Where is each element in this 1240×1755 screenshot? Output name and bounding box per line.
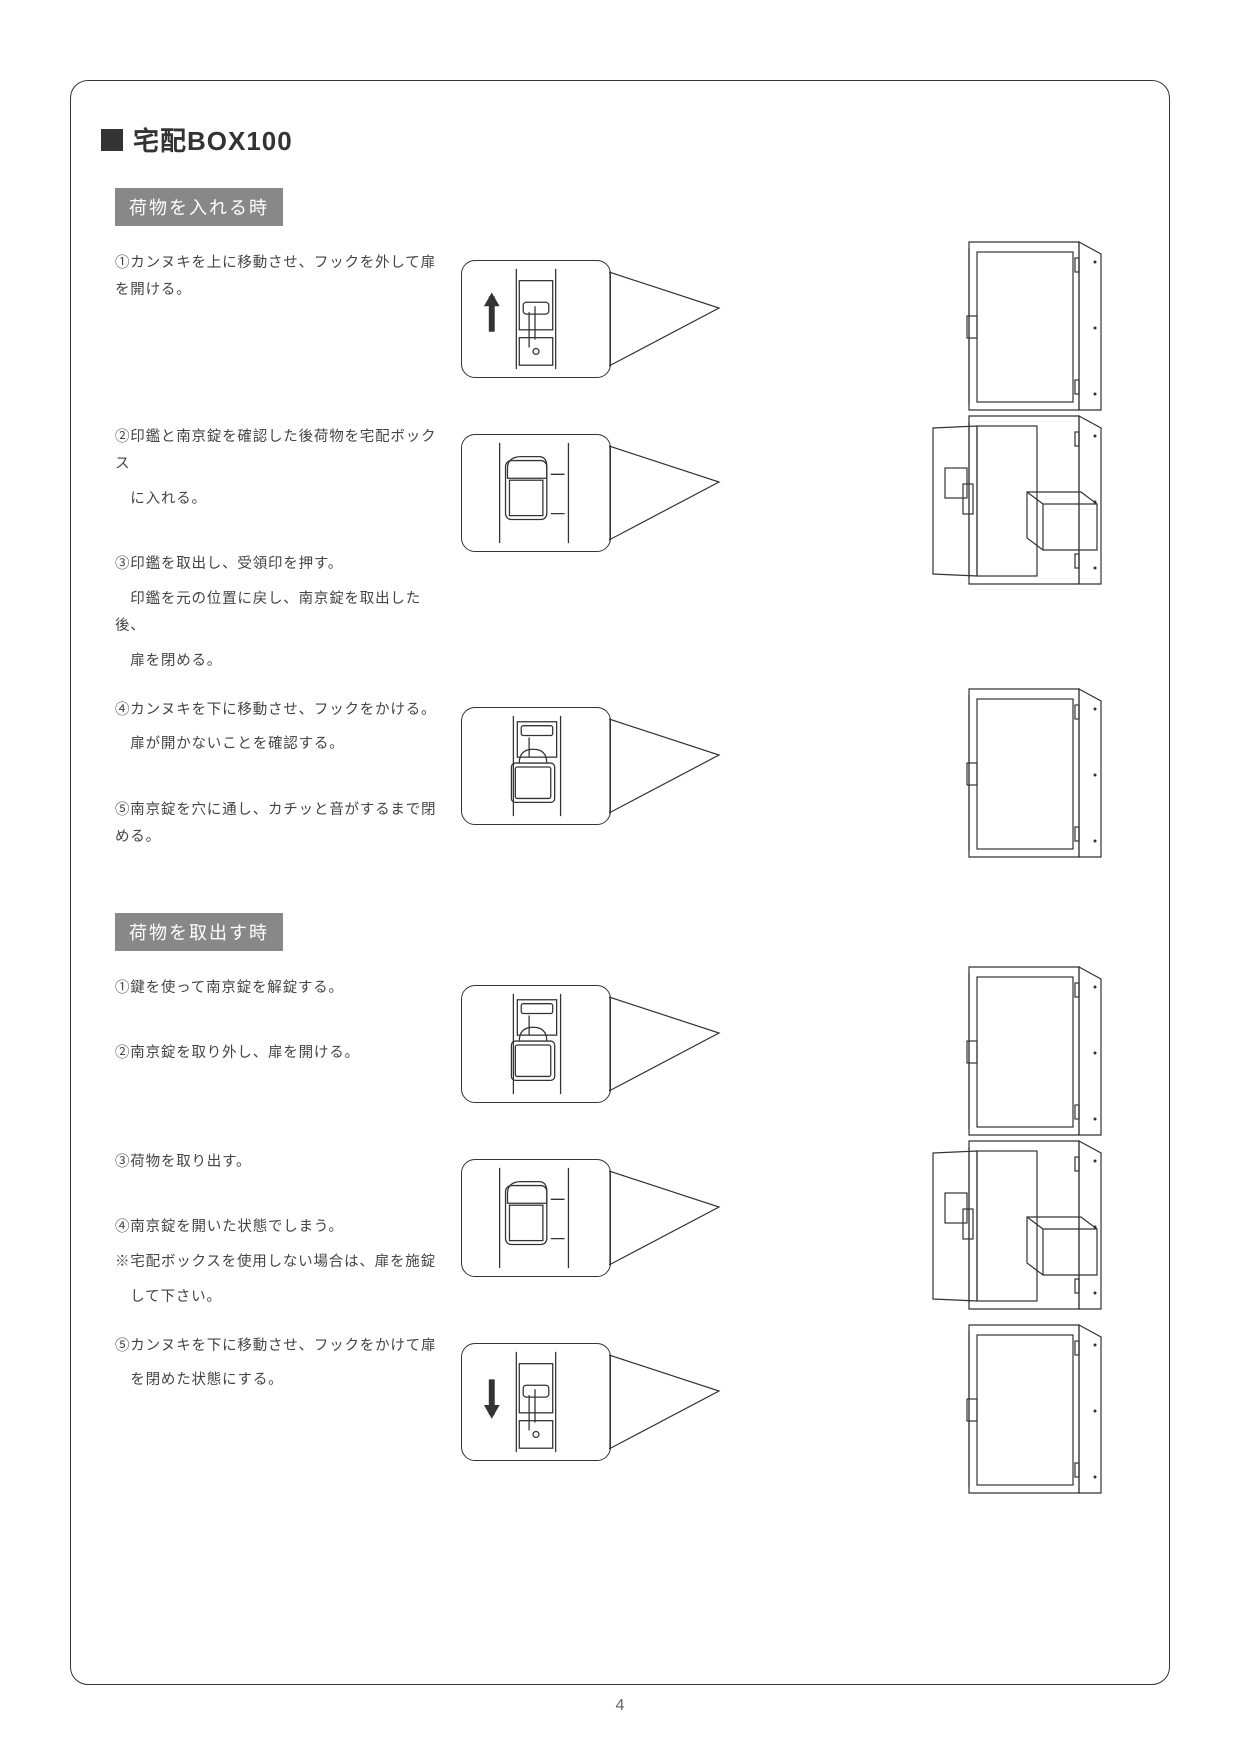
step-row: ③荷物を取り出す。 ④南京錠を開いた状態でしまう。 ※宅配ボックスを使用しない場合… [101,1149,1139,1319]
step-line: ④カンヌキを下に移動させ、フックをかける。 [115,697,441,724]
step-row: ②印鑑と南京錠を確認した後荷物を宅配ボックス に入れる。 ③印鑑を取出し、受領印… [101,424,1139,683]
sections-container: 荷物を入れる時 ①カンヌキを上に移動させ、フックを外して扉を開ける。 ②印鑑と南京… [101,178,1139,1493]
step-row: ⑤カンヌキを下に移動させ、フックをかけて扉 を閉めた状態にする。 [101,1333,1139,1493]
illustration-area [441,697,1139,857]
illustration-area [441,975,1139,1135]
step-line: ③荷物を取り出す。 [115,1149,441,1176]
callout-line [609,985,729,1103]
step-line: ②印鑑と南京錠を確認した後荷物を宅配ボックス [115,424,441,478]
step-text: ①鍵を使って南京錠を解錠する。 ②南京錠を取り外し、扉を開ける。 [101,975,441,1075]
illustration-area [441,424,1139,584]
step-line: ※宅配ボックスを使用しない場合は、扉を施錠 [115,1249,441,1276]
step-text: ②印鑑と南京錠を確認した後荷物を宅配ボックス に入れる。 ③印鑑を取出し、受領印… [101,424,441,683]
step-row: ①カンヌキを上に移動させ、フックを外して扉を開ける。 [101,250,1139,410]
box-illustration [929,1139,1119,1314]
box-illustration [929,965,1119,1140]
closeup-illustration [461,1343,611,1461]
callout-line [609,1159,729,1277]
step-line: 扉を閉める。 [115,648,441,675]
callout-line [609,1343,729,1461]
step-line: ⑤カンヌキを下に移動させ、フックをかけて扉 [115,1333,441,1360]
callout-line [609,260,729,378]
step-line [115,1009,441,1036]
callout-line [609,707,729,825]
step-line: 扉が開かないことを確認する。 [115,731,441,758]
step-line: ①鍵を使って南京錠を解錠する。 [115,975,441,1002]
step-line: して下さい。 [115,1284,441,1311]
closeup-illustration [461,434,611,552]
page-number: 4 [0,1697,1240,1715]
step-line: ②南京錠を取り外し、扉を開ける。 [115,1040,441,1067]
step-text: ①カンヌキを上に移動させ、フックを外して扉を開ける。 [101,250,441,312]
step-line [115,1183,441,1210]
step-line [115,766,441,793]
section-header: 荷物を入れる時 [115,188,283,226]
step-text: ③荷物を取り出す。 ④南京錠を開いた状態でしまう。 ※宅配ボックスを使用しない場合… [101,1149,441,1319]
illustration-area [441,250,1139,410]
closeup-illustration [461,260,611,378]
step-line: 印鑑を元の位置に戻し、南京錠を取出した後、 [115,586,441,640]
box-illustration [929,414,1119,589]
step-row: ①鍵を使って南京錠を解錠する。 ②南京錠を取り外し、扉を開ける。 [101,975,1139,1135]
title-text: 宅配BOX100 [133,121,293,158]
illustration-area [441,1149,1139,1309]
step-line: に入れる。 [115,486,441,513]
step-line [115,520,441,547]
step-line: ④南京錠を開いた状態でしまう。 [115,1214,441,1241]
closeup-illustration [461,1159,611,1277]
callout-line [609,434,729,552]
step-text: ⑤カンヌキを下に移動させ、フックをかけて扉 を閉めた状態にする。 [101,1333,441,1403]
closeup-illustration [461,985,611,1103]
box-illustration [929,1323,1119,1498]
title-bullet-icon [101,129,123,151]
section-header: 荷物を取出す時 [115,913,283,951]
illustration-area [441,1333,1139,1493]
page-title: 宅配BOX100 [101,121,1139,158]
step-line: を閉めた状態にする。 [115,1367,441,1394]
step-line: ③印鑑を取出し、受領印を押す。 [115,551,441,578]
page-frame: 宅配BOX100 荷物を入れる時 ①カンヌキを上に移動させ、フックを外して扉を開け… [70,80,1170,1685]
box-illustration [929,687,1119,862]
step-row: ④カンヌキを下に移動させ、フックをかける。 扉が開かないことを確認する。 ⑤南京… [101,697,1139,859]
step-text: ④カンヌキを下に移動させ、フックをかける。 扉が開かないことを確認する。 ⑤南京… [101,697,441,859]
step-line: ①カンヌキを上に移動させ、フックを外して扉を開ける。 [115,250,441,304]
box-illustration [929,240,1119,415]
closeup-illustration [461,707,611,825]
step-line: ⑤南京錠を穴に通し、カチッと音がするまで閉める。 [115,797,441,851]
